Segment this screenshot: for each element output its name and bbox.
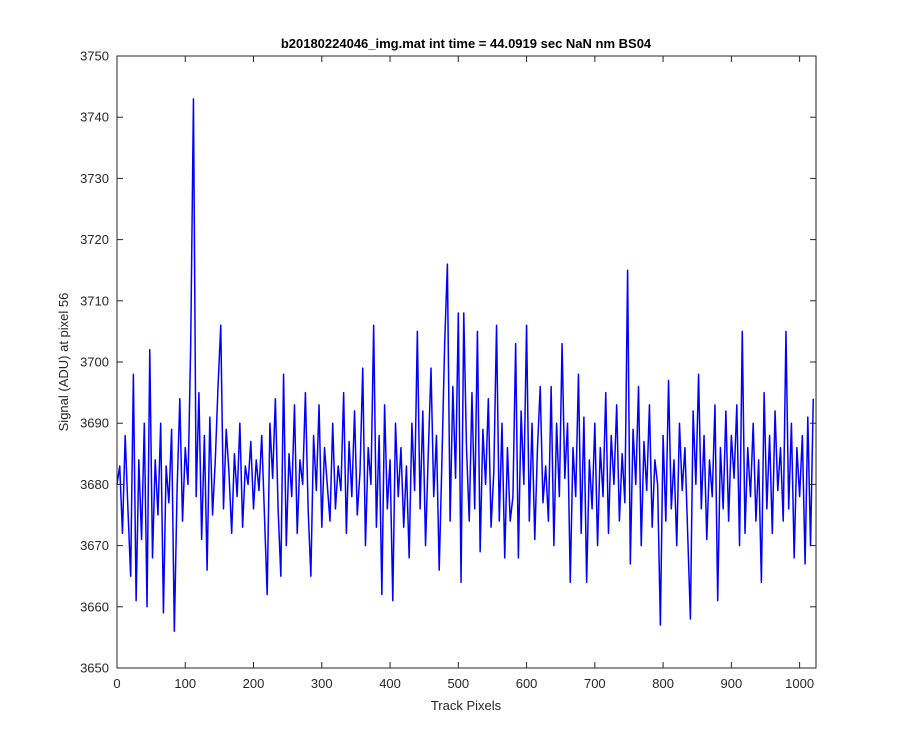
y-tick-label: 3710 [80, 293, 109, 308]
y-tick-label: 3680 [80, 477, 109, 492]
y-tick-label: 3670 [80, 538, 109, 553]
x-tick-label: 400 [379, 676, 401, 691]
y-tick-label: 3650 [80, 661, 109, 676]
x-tick-label: 100 [174, 676, 196, 691]
x-tick-label: 300 [311, 676, 333, 691]
x-tick-label: 0 [113, 676, 120, 691]
plot-area [117, 56, 816, 668]
tick-layer: 0 100 200 300 400 500 600 700 800 900 1000 3650 3660… [80, 49, 816, 691]
x-tick-label: 900 [721, 676, 743, 691]
x-tick-label: 800 [652, 676, 674, 691]
chart-title: b20180224046_img.mat int time = 44.0919 … [281, 36, 652, 51]
y-tick-label: 3730 [80, 171, 109, 186]
x-tick-label: 600 [516, 676, 538, 691]
y-tick-label: 3700 [80, 355, 109, 370]
y-tick-label: 3690 [80, 416, 109, 431]
x-tick-label: 700 [584, 676, 606, 691]
plot-frame [116, 55, 817, 669]
x-tick-label: 200 [243, 676, 265, 691]
y-axis-label: Signal (ADU) at pixel 56 [56, 293, 71, 432]
x-tick-label: 1000 [785, 676, 814, 691]
y-tick-label: 3750 [80, 49, 109, 64]
series-line-1 [116, 98, 815, 633]
data-layer [116, 98, 815, 633]
y-tick-label: 3740 [80, 110, 109, 125]
y-tick-label: 3660 [80, 599, 109, 614]
x-axis-label: Track Pixels [431, 698, 502, 713]
x-tick-label: 500 [447, 676, 469, 691]
y-tick-label: 3720 [80, 232, 109, 247]
